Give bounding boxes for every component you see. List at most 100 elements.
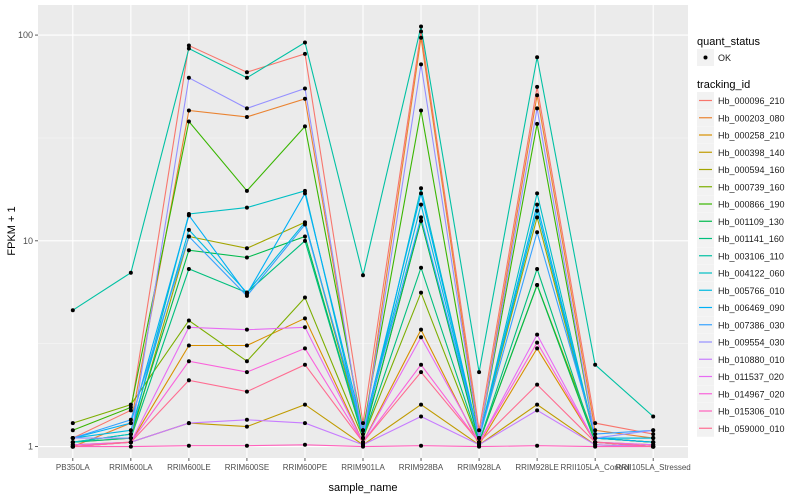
data-point-Hb_001109_130 [535,282,540,287]
legend-label: Hb_000594_160 [718,165,785,175]
data-point-Hb_010880_010 [186,421,191,426]
data-point-Hb_059000_010 [70,444,75,449]
data-point-Hb_000258_210 [419,327,424,332]
data-point-Hb_007386_030 [419,215,424,220]
x-tick-label: RRIM600PE [283,463,327,472]
data-point-Hb_004122_060 [244,205,249,210]
data-point-Hb_000096_210 [244,70,249,75]
data-point-Hb_059000_010 [302,362,307,367]
legend-label: Hb_015306_010 [718,407,785,417]
data-point-Hb_000866_190 [302,124,307,129]
data-point-Hb_059000_010 [244,389,249,394]
data-point-Hb_000203_080 [244,114,249,119]
data-point-Hb_003106_110 [361,273,365,278]
data-point-Hb_004122_060 [535,191,540,196]
data-point-Hb_000866_190 [419,108,424,113]
data-point-Hb_003106_110 [128,270,133,275]
data-point-Hb_000203_080 [419,35,424,40]
x-tick-label: RRIM928LA [457,463,501,472]
data-point-Hb_001109_130 [419,218,424,223]
x-tick-label: RRIM600LE [167,463,211,472]
data-point-Hb_000258_210 [302,316,307,321]
data-point-Hb_059000_010 [593,440,598,445]
data-point-Hb_000739_160 [244,359,249,364]
data-point-Hb_000096_210 [419,29,424,34]
data-point-Hb_007386_030 [186,234,191,239]
data-point-Hb_001141_160 [535,266,540,271]
data-point-Hb_000096_210 [361,421,365,426]
data-point-Hb_000096_210 [186,43,191,48]
data-point-Hb_000096_210 [651,432,656,437]
data-point-Hb_010880_010 [302,421,307,426]
legend-label: Hb_000096_210 [718,96,785,106]
x-tick-label: PB350LA [56,463,90,472]
data-point-Hb_001109_130 [244,255,249,260]
data-point-Hb_000866_190 [128,405,133,410]
data-point-Hb_014967_020 [302,346,307,351]
data-point-Hb_059000_010 [186,378,191,383]
data-point-Hb_015306_010 [244,443,249,448]
y-tick-label: 100 [18,30,33,40]
data-point-Hb_000594_160 [244,246,249,251]
data-point-Hb_007386_030 [593,432,598,437]
data-point-Hb_015306_010 [593,444,598,449]
x-tick-label: RRIM600SE [225,463,269,472]
data-point-Hb_014967_020 [535,340,540,345]
data-point-Hb_015306_010 [361,444,365,449]
data-point-Hb_011537_020 [244,327,249,332]
data-point-Hb_009554_030 [128,436,133,441]
legend-label: Hb_010880_010 [718,355,785,365]
x-tick-label: RRII105LA_Stressed [616,463,691,472]
data-point-Hb_000739_160 [128,402,133,407]
data-point-Hb_000739_160 [186,318,191,323]
color-legend-title: tracking_id [697,79,750,91]
data-point-Hb_009554_030 [186,75,191,80]
x-tick-label: RRIM928LE [515,463,559,472]
data-point-Hb_000258_210 [186,343,191,348]
data-point-Hb_000398_140 [419,402,424,407]
data-point-Hb_003106_110 [186,46,191,51]
data-point-Hb_000203_080 [593,428,598,433]
data-point-Hb_059000_010 [535,382,540,387]
data-point-Hb_007386_030 [244,293,249,298]
data-point-Hb_014967_020 [244,370,249,375]
data-point-Hb_011537_020 [419,335,424,340]
legend-label: Hb_001141_160 [718,234,784,244]
data-point-Hb_006469_090 [535,202,540,207]
data-point-Hb_001141_160 [419,265,424,270]
data-point-Hb_000866_190 [535,121,540,126]
data-point-Hb_009554_030 [477,436,482,441]
data-point-Hb_009554_030 [593,436,598,441]
data-point-Hb_000096_210 [128,408,133,413]
data-point-Hb_000739_160 [70,421,75,426]
y-axis-title: FPKM + 1 [6,206,18,255]
data-point-Hb_000739_160 [302,295,307,300]
data-point-Hb_001141_160 [186,266,191,271]
legend-label: Hb_000739_160 [718,182,785,192]
x-tick-label: RRIM928BA [399,463,444,472]
data-point-Hb_059000_010 [651,444,656,449]
legend-label: Hb_000258_210 [718,131,785,141]
data-point-Hb_007386_030 [535,230,540,235]
data-point-Hb_009554_030 [361,436,365,441]
data-point-Hb_000398_140 [535,402,540,407]
shape-legend-title: quant_status [697,36,760,48]
x-axis-title: sample_name [328,482,397,494]
data-point-Hb_003106_110 [593,362,598,367]
data-point-Hb_007386_030 [128,417,133,422]
legend-label: Hb_059000_010 [718,424,785,434]
data-point-Hb_015306_010 [477,444,482,449]
legend: quant_status OK tracking_id Hb_000096_21… [697,36,785,437]
data-point-Hb_059000_010 [477,440,482,445]
data-point-Hb_015306_010 [128,444,133,449]
data-point-Hb_000096_210 [535,84,540,89]
data-point-Hb_007386_030 [361,428,365,433]
x-tick-label: RRIM600LA [109,463,153,472]
data-point-Hb_000398_140 [302,402,307,407]
data-point-Hb_015306_010 [302,442,307,447]
data-point-Hb_003106_110 [535,55,540,60]
legend-label: Hb_003106_110 [718,251,784,261]
data-point-Hb_015306_010 [535,443,540,448]
data-point-Hb_004122_060 [128,432,133,437]
data-point-Hb_014967_020 [186,359,191,364]
